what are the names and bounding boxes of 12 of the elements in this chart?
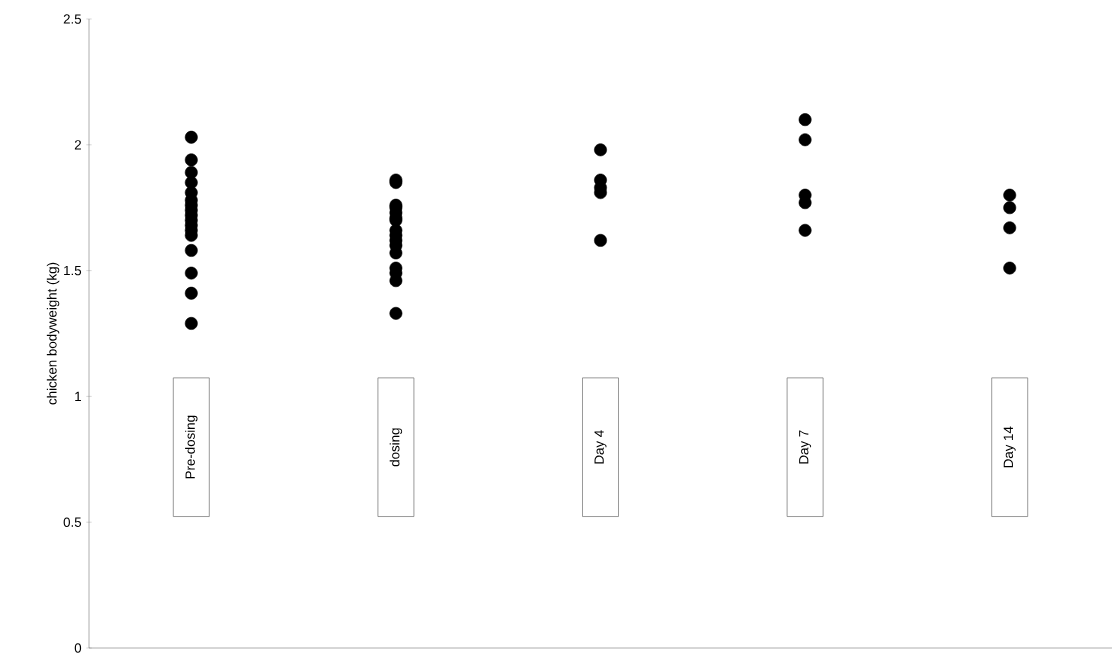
x-tick-label: dosing	[389, 428, 403, 467]
y-axis-title: chicken bodyweight (kg)	[46, 262, 60, 405]
y-tick-label: 2	[74, 140, 81, 150]
x-tick-label: Day 4	[594, 430, 607, 464]
x-tick-label: Pre-dosing	[185, 415, 198, 479]
y-tick-label: 0	[74, 643, 82, 653]
y-tick-label: 1	[75, 391, 81, 401]
y-tick-label: 2.5	[63, 14, 82, 24]
y-tick-label: 1.5	[64, 265, 82, 276]
y-tick-label: 0.5	[63, 517, 82, 527]
x-tick-label: Day 7	[799, 430, 812, 464]
x-tick-label: Day 14	[1003, 426, 1016, 468]
